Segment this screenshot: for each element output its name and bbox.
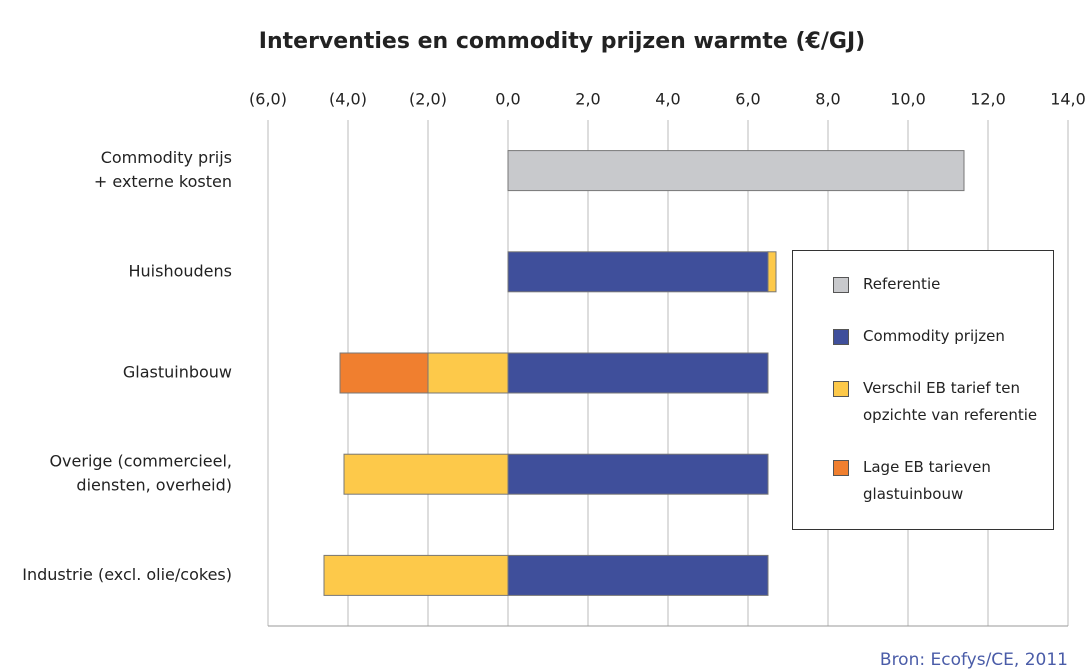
legend-swatch bbox=[833, 329, 849, 345]
legend: Referentie Commodity prijzen Verschil EB t… bbox=[792, 250, 1054, 530]
x-tick-label: (4,0) bbox=[329, 90, 367, 109]
x-tick-label: 4,0 bbox=[655, 90, 680, 109]
legend-item: Referentie bbox=[833, 271, 1039, 298]
bar bbox=[507, 453, 769, 495]
x-tick-label: 10,0 bbox=[890, 90, 926, 109]
legend-swatch bbox=[833, 381, 849, 397]
legend-item: Commodity prijzen bbox=[833, 323, 1039, 350]
y-tick-label: Commodity prijs bbox=[101, 148, 232, 167]
legend-label: Referentie bbox=[863, 275, 941, 293]
y-tick-label: Overige (commercieel, bbox=[49, 452, 232, 471]
bar bbox=[507, 352, 769, 394]
bar bbox=[507, 150, 965, 192]
bar bbox=[507, 251, 769, 293]
x-tick-label: 6,0 bbox=[735, 90, 760, 109]
source: Bron: Ecofys/CE, 2011 bbox=[880, 650, 1068, 670]
y-tick-label: Glastuinbouw bbox=[123, 363, 232, 382]
legend-swatch bbox=[833, 460, 849, 476]
x-tick-label: (6,0) bbox=[249, 90, 287, 109]
y-tick-label: + externe kosten bbox=[94, 172, 232, 191]
x-tick-label: (2,0) bbox=[409, 90, 447, 109]
bar bbox=[343, 453, 509, 495]
x-tick-label: 8,0 bbox=[815, 90, 840, 109]
x-tick-label: 12,0 bbox=[970, 90, 1006, 109]
y-tick-label: Industrie (excl. olie/cokes) bbox=[22, 565, 232, 584]
bar bbox=[507, 554, 769, 596]
x-tick-label: 2,0 bbox=[575, 90, 600, 109]
legend-item: Verschil EB tarief ten opzichte van refe… bbox=[833, 375, 1039, 429]
legend-label: Verschil EB tarief ten opzichte van refe… bbox=[863, 379, 1038, 424]
bar bbox=[767, 251, 777, 293]
bar bbox=[427, 352, 509, 394]
bar bbox=[323, 554, 509, 596]
y-tick-label: Huishoudens bbox=[129, 261, 233, 280]
x-tick-label: 14,0 bbox=[1050, 90, 1085, 109]
x-tick-label: 0,0 bbox=[495, 90, 520, 109]
legend-swatch bbox=[833, 277, 849, 293]
bar bbox=[339, 352, 429, 394]
legend-label: Commodity prijzen bbox=[863, 327, 1005, 345]
legend-item: Lage EB tarieven glastuinbouw bbox=[833, 454, 1039, 508]
chart-title: Interventies en commodity prijzen warmte… bbox=[259, 29, 865, 54]
legend-label: Lage EB tarieven glastuinbouw bbox=[863, 458, 991, 503]
y-tick-label: diensten, overheid) bbox=[76, 476, 232, 495]
